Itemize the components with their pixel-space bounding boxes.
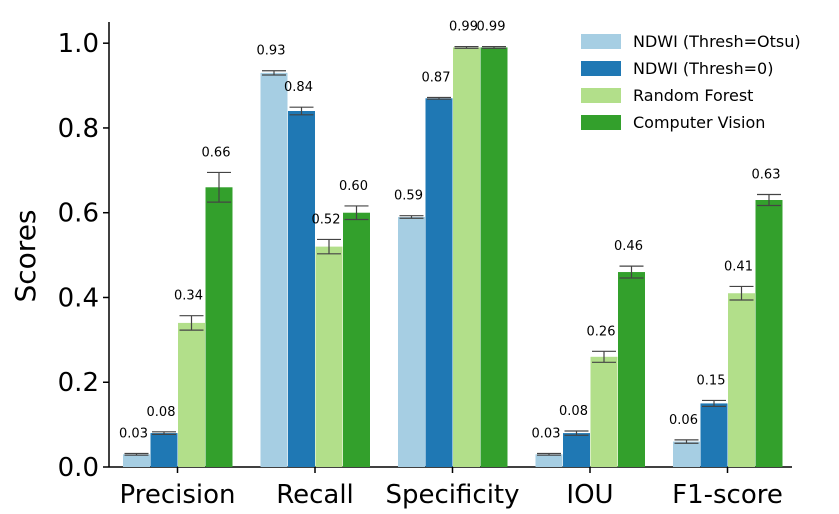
y-axis-title: Scores: [9, 209, 42, 302]
data-label: 0.66: [202, 145, 231, 160]
bar: [453, 47, 480, 468]
bar: [673, 441, 700, 467]
bar: [123, 454, 150, 467]
legend-swatch: [581, 61, 621, 76]
bar: [480, 47, 508, 468]
x-tick-label: Precision: [119, 480, 235, 510]
bar: [288, 111, 315, 467]
data-label: 0.34: [174, 289, 203, 304]
y-tick-label: 0.0: [58, 453, 99, 483]
data-label: 0.99: [449, 20, 478, 35]
legend-swatch: [581, 88, 621, 103]
legend: NDWI (Thresh=Otsu) NDWI (Thresh=0) Random …: [581, 32, 801, 132]
legend-label: Random Forest: [633, 86, 753, 105]
bar: [728, 293, 755, 467]
legend-label: NDWI (Thresh=0): [633, 59, 773, 78]
data-label: 0.60: [339, 179, 368, 194]
data-label: 0.59: [394, 189, 423, 204]
data-label: 0.87: [422, 70, 451, 85]
bar: [205, 187, 233, 468]
bar: [398, 216, 425, 467]
data-label: 0.93: [257, 44, 286, 59]
x-tick-label: F1-score: [672, 480, 783, 510]
data-label: 0.26: [587, 324, 616, 339]
data-label: 0.84: [284, 80, 313, 95]
bar: [700, 403, 728, 467]
legend-label: NDWI (Thresh=Otsu): [633, 32, 801, 51]
data-label: 0.41: [724, 259, 753, 274]
x-tick-label: IOU: [566, 480, 613, 510]
legend-swatch: [581, 115, 621, 130]
bar: [563, 433, 590, 467]
y-tick-label: 0.8: [58, 114, 99, 144]
data-label: 0.03: [119, 426, 148, 441]
bar: [618, 272, 645, 467]
bar: [590, 356, 618, 467]
data-label: 0.15: [697, 373, 726, 388]
legend-swatch: [581, 34, 621, 49]
data-label: 0.52: [312, 212, 341, 227]
data-label: 0.03: [532, 426, 561, 441]
data-label: 0.46: [614, 239, 643, 254]
data-label: 0.99: [477, 20, 506, 35]
y-tick-label: 1.0: [58, 29, 99, 59]
bar: [755, 200, 783, 467]
x-tick-label: Recall: [276, 480, 354, 510]
bar: [535, 454, 563, 467]
data-label: 0.08: [147, 405, 176, 420]
y-tick-label: 0.4: [58, 283, 99, 313]
legend-label: Computer Vision: [633, 113, 765, 132]
y-tick-label: 0.6: [58, 199, 99, 229]
plot-area: 0.0 0.2 0.4 0.6 0.8 1.0 0.03 0.93 0.59 0.03 0.06 0.…: [58, 20, 792, 510]
bar: [260, 72, 288, 467]
data-label: 0.06: [669, 413, 698, 428]
bar: [315, 246, 343, 467]
bar: [343, 212, 370, 467]
bar: [425, 98, 453, 468]
bar: [178, 322, 205, 467]
data-label: 0.63: [752, 167, 781, 182]
y-tick-label: 0.2: [58, 368, 99, 398]
bar: [150, 433, 178, 467]
x-tick-label: Specificity: [386, 480, 520, 510]
data-label: 0.08: [559, 404, 588, 419]
